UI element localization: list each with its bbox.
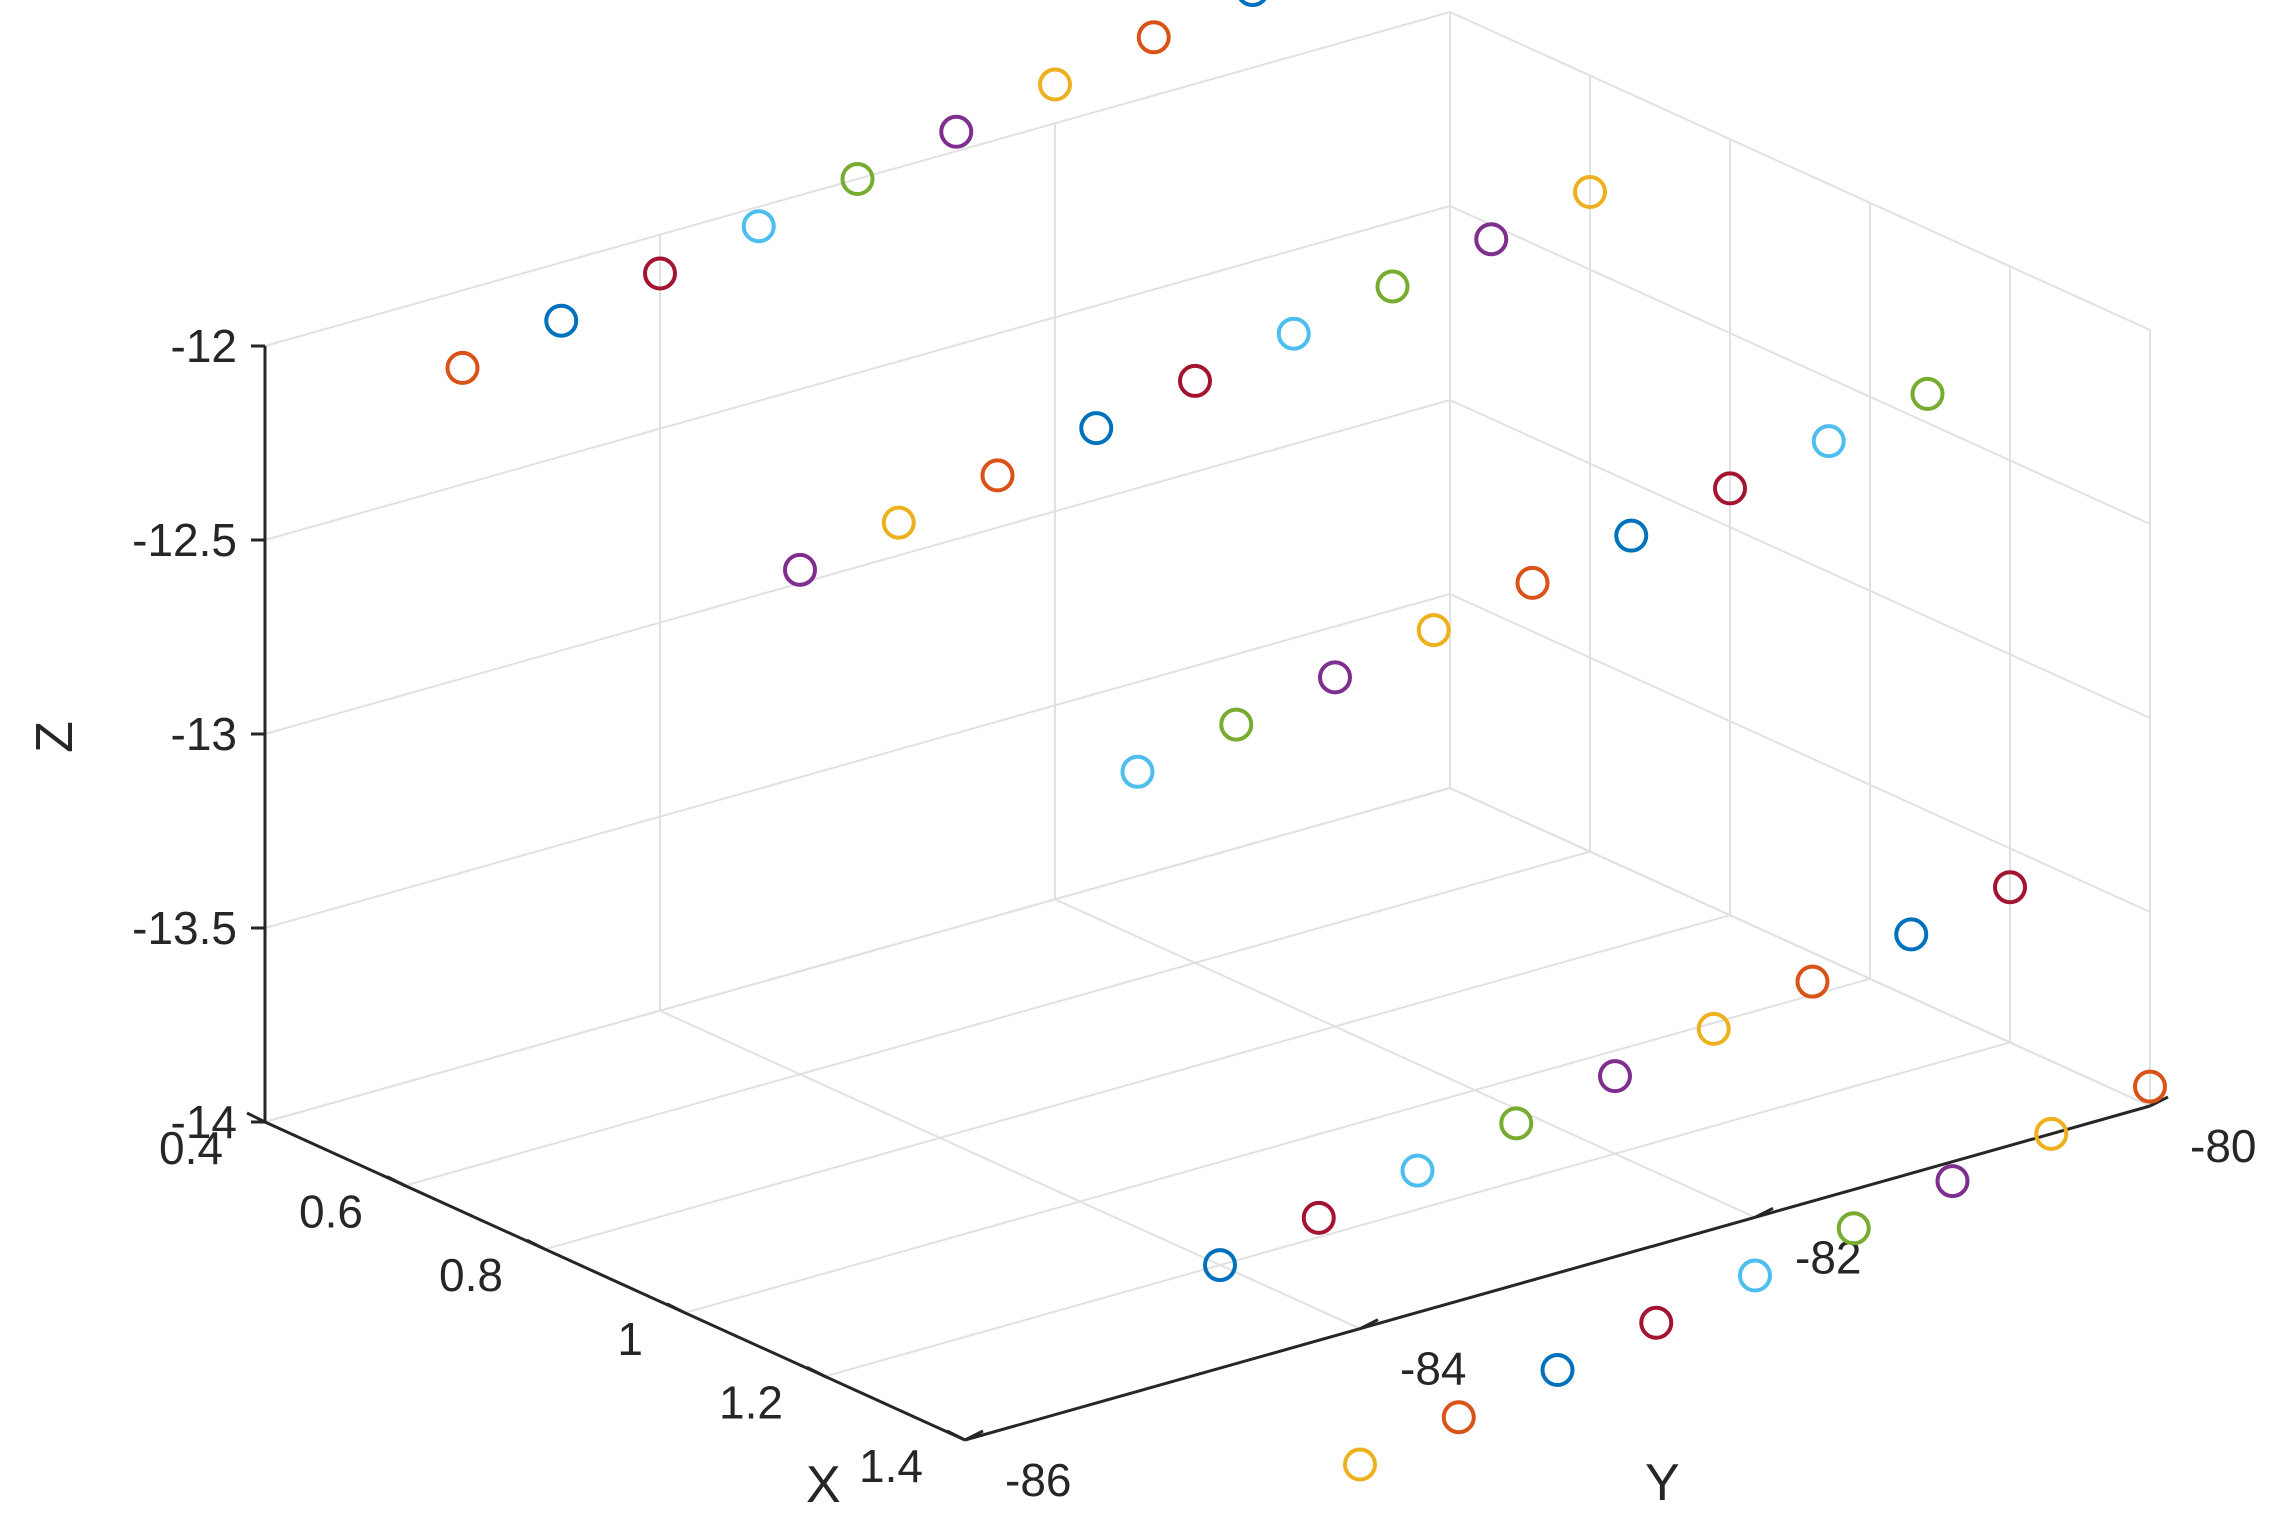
- y-tick-label: -80: [2190, 1120, 2256, 1172]
- data-point-marker: [1738, 1258, 1772, 1293]
- x-tick: [386, 1175, 406, 1187]
- z-tick-label: -13.5: [132, 902, 237, 954]
- data-point-marker: [1343, 1447, 1377, 1482]
- left-wall-grid-z: [264, 787, 1451, 1123]
- data-point-marker: [1935, 1164, 1970, 1199]
- data-point-marker: [1696, 1011, 1731, 1046]
- data-point-marker: [1993, 870, 2027, 905]
- data-point-marker: [1038, 67, 1072, 102]
- data-point-marker: [783, 552, 817, 587]
- z-axis-label: Z: [26, 721, 84, 753]
- data-point-marker: [1795, 964, 1830, 999]
- floor-grid-x: [684, 977, 1871, 1314]
- z-tick-label: -14: [171, 1096, 237, 1148]
- x-axis-label: X: [806, 1456, 841, 1514]
- z-tick-label: -12.5: [132, 514, 237, 566]
- data-point-marker: [939, 114, 974, 149]
- x-tick: [806, 1366, 826, 1378]
- data-point-marker: [1178, 363, 1212, 398]
- data-point-marker: [1203, 1248, 1237, 1283]
- data-point-marker: [1598, 1059, 1632, 1094]
- markers: [445, 0, 2167, 1482]
- x-tick-label: 0.8: [439, 1249, 503, 1301]
- data-point-marker: [544, 303, 579, 338]
- data-point-marker: [1515, 565, 1550, 600]
- data-point-marker: [840, 162, 875, 196]
- data-point-marker: [1276, 316, 1311, 351]
- back-wall-grid-z: [1449, 11, 2151, 331]
- x-tick-label: 1: [617, 1313, 643, 1365]
- x-axis-line: [264, 1120, 966, 1442]
- data-point-marker: [1219, 707, 1254, 742]
- floor-grid-x: [544, 914, 1731, 1251]
- y-tick: [1754, 1206, 1774, 1219]
- data-point-marker: [2034, 1116, 2069, 1151]
- x-tick: [526, 1238, 546, 1251]
- floor-grid-x: [824, 1041, 2011, 1378]
- data-point-marker: [1301, 1200, 1336, 1235]
- back-wall-grid-z: [1449, 205, 2151, 525]
- floor-grid-x: [404, 850, 1591, 1187]
- axes-layer: [246, 344, 2169, 1442]
- x-tick: [246, 1111, 266, 1124]
- y-tick-label: -86: [1005, 1454, 1071, 1506]
- data-point-marker: [1713, 471, 1747, 506]
- data-point-marker: [1318, 660, 1352, 695]
- data-point-marker: [1894, 917, 1929, 952]
- data-point-marker: [1400, 1153, 1435, 1188]
- x-tick-label: 0.4: [159, 1122, 223, 1174]
- floor-grid-y: [1054, 898, 1756, 1219]
- x-tick-label: 1.4: [859, 1440, 923, 1492]
- data-point-marker: [1375, 269, 1410, 304]
- data-point-marker: [1811, 424, 1846, 459]
- z-tick-label: -12: [171, 320, 237, 372]
- y-axis-label: Y: [1645, 1454, 1680, 1512]
- data-point-marker: [1079, 411, 1114, 446]
- y-axis-line: [964, 1104, 2151, 1442]
- data-point-marker: [1136, 20, 1171, 55]
- data-point-marker: [643, 256, 677, 291]
- y-tick-label: -82: [1795, 1231, 1861, 1283]
- y-tick: [964, 1429, 984, 1442]
- x-tick: [946, 1429, 966, 1442]
- data-point-marker: [1910, 376, 1945, 411]
- back-wall-grid-z: [1449, 593, 2151, 913]
- left-wall-grid-z: [264, 399, 1451, 735]
- data-point-marker: [1499, 1106, 1534, 1141]
- data-point-marker: [1639, 1305, 1674, 1340]
- data-point-marker: [741, 209, 776, 244]
- data-point-marker: [1573, 175, 1607, 209]
- data-point-marker: [881, 505, 916, 540]
- x-tick: [666, 1302, 686, 1315]
- data-point-marker: [1836, 1211, 1871, 1246]
- data-point-marker: [1540, 1353, 1575, 1387]
- x-tick-label: 1.2: [719, 1376, 783, 1428]
- data-point-marker: [1474, 222, 1509, 257]
- y-tick: [2149, 1095, 2169, 1108]
- data-point-marker: [1614, 518, 1649, 553]
- data-point-marker: [445, 350, 480, 385]
- y-tick-label: -84: [1400, 1343, 1466, 1395]
- x-tick-label: 0.6: [299, 1186, 363, 1238]
- back-wall-grid-z: [1449, 787, 2151, 1107]
- left-wall-grid-z: [264, 593, 1451, 929]
- data-point-marker: [1441, 1400, 1476, 1435]
- left-wall-grid-z: [264, 11, 1451, 347]
- data-point-marker: [1416, 613, 1451, 648]
- back-wall-grid-z: [1449, 399, 2151, 719]
- data-point-marker: [2133, 1069, 2167, 1104]
- data-point-marker: [1120, 754, 1155, 789]
- data-point-marker: [1238, 0, 1267, 8]
- data-point-marker: [980, 458, 1015, 493]
- floor-grid-y: [659, 1009, 1361, 1330]
- tick-labels: -14 -13.5 -13 -12.5 -12 0.4 0.6 0.8 1 1.2 1.4 -86 -8…: [132, 320, 2256, 1506]
- y-tick: [1359, 1318, 1379, 1331]
- z-tick-label: -13: [171, 708, 237, 760]
- left-wall-grid-z: [264, 205, 1451, 541]
